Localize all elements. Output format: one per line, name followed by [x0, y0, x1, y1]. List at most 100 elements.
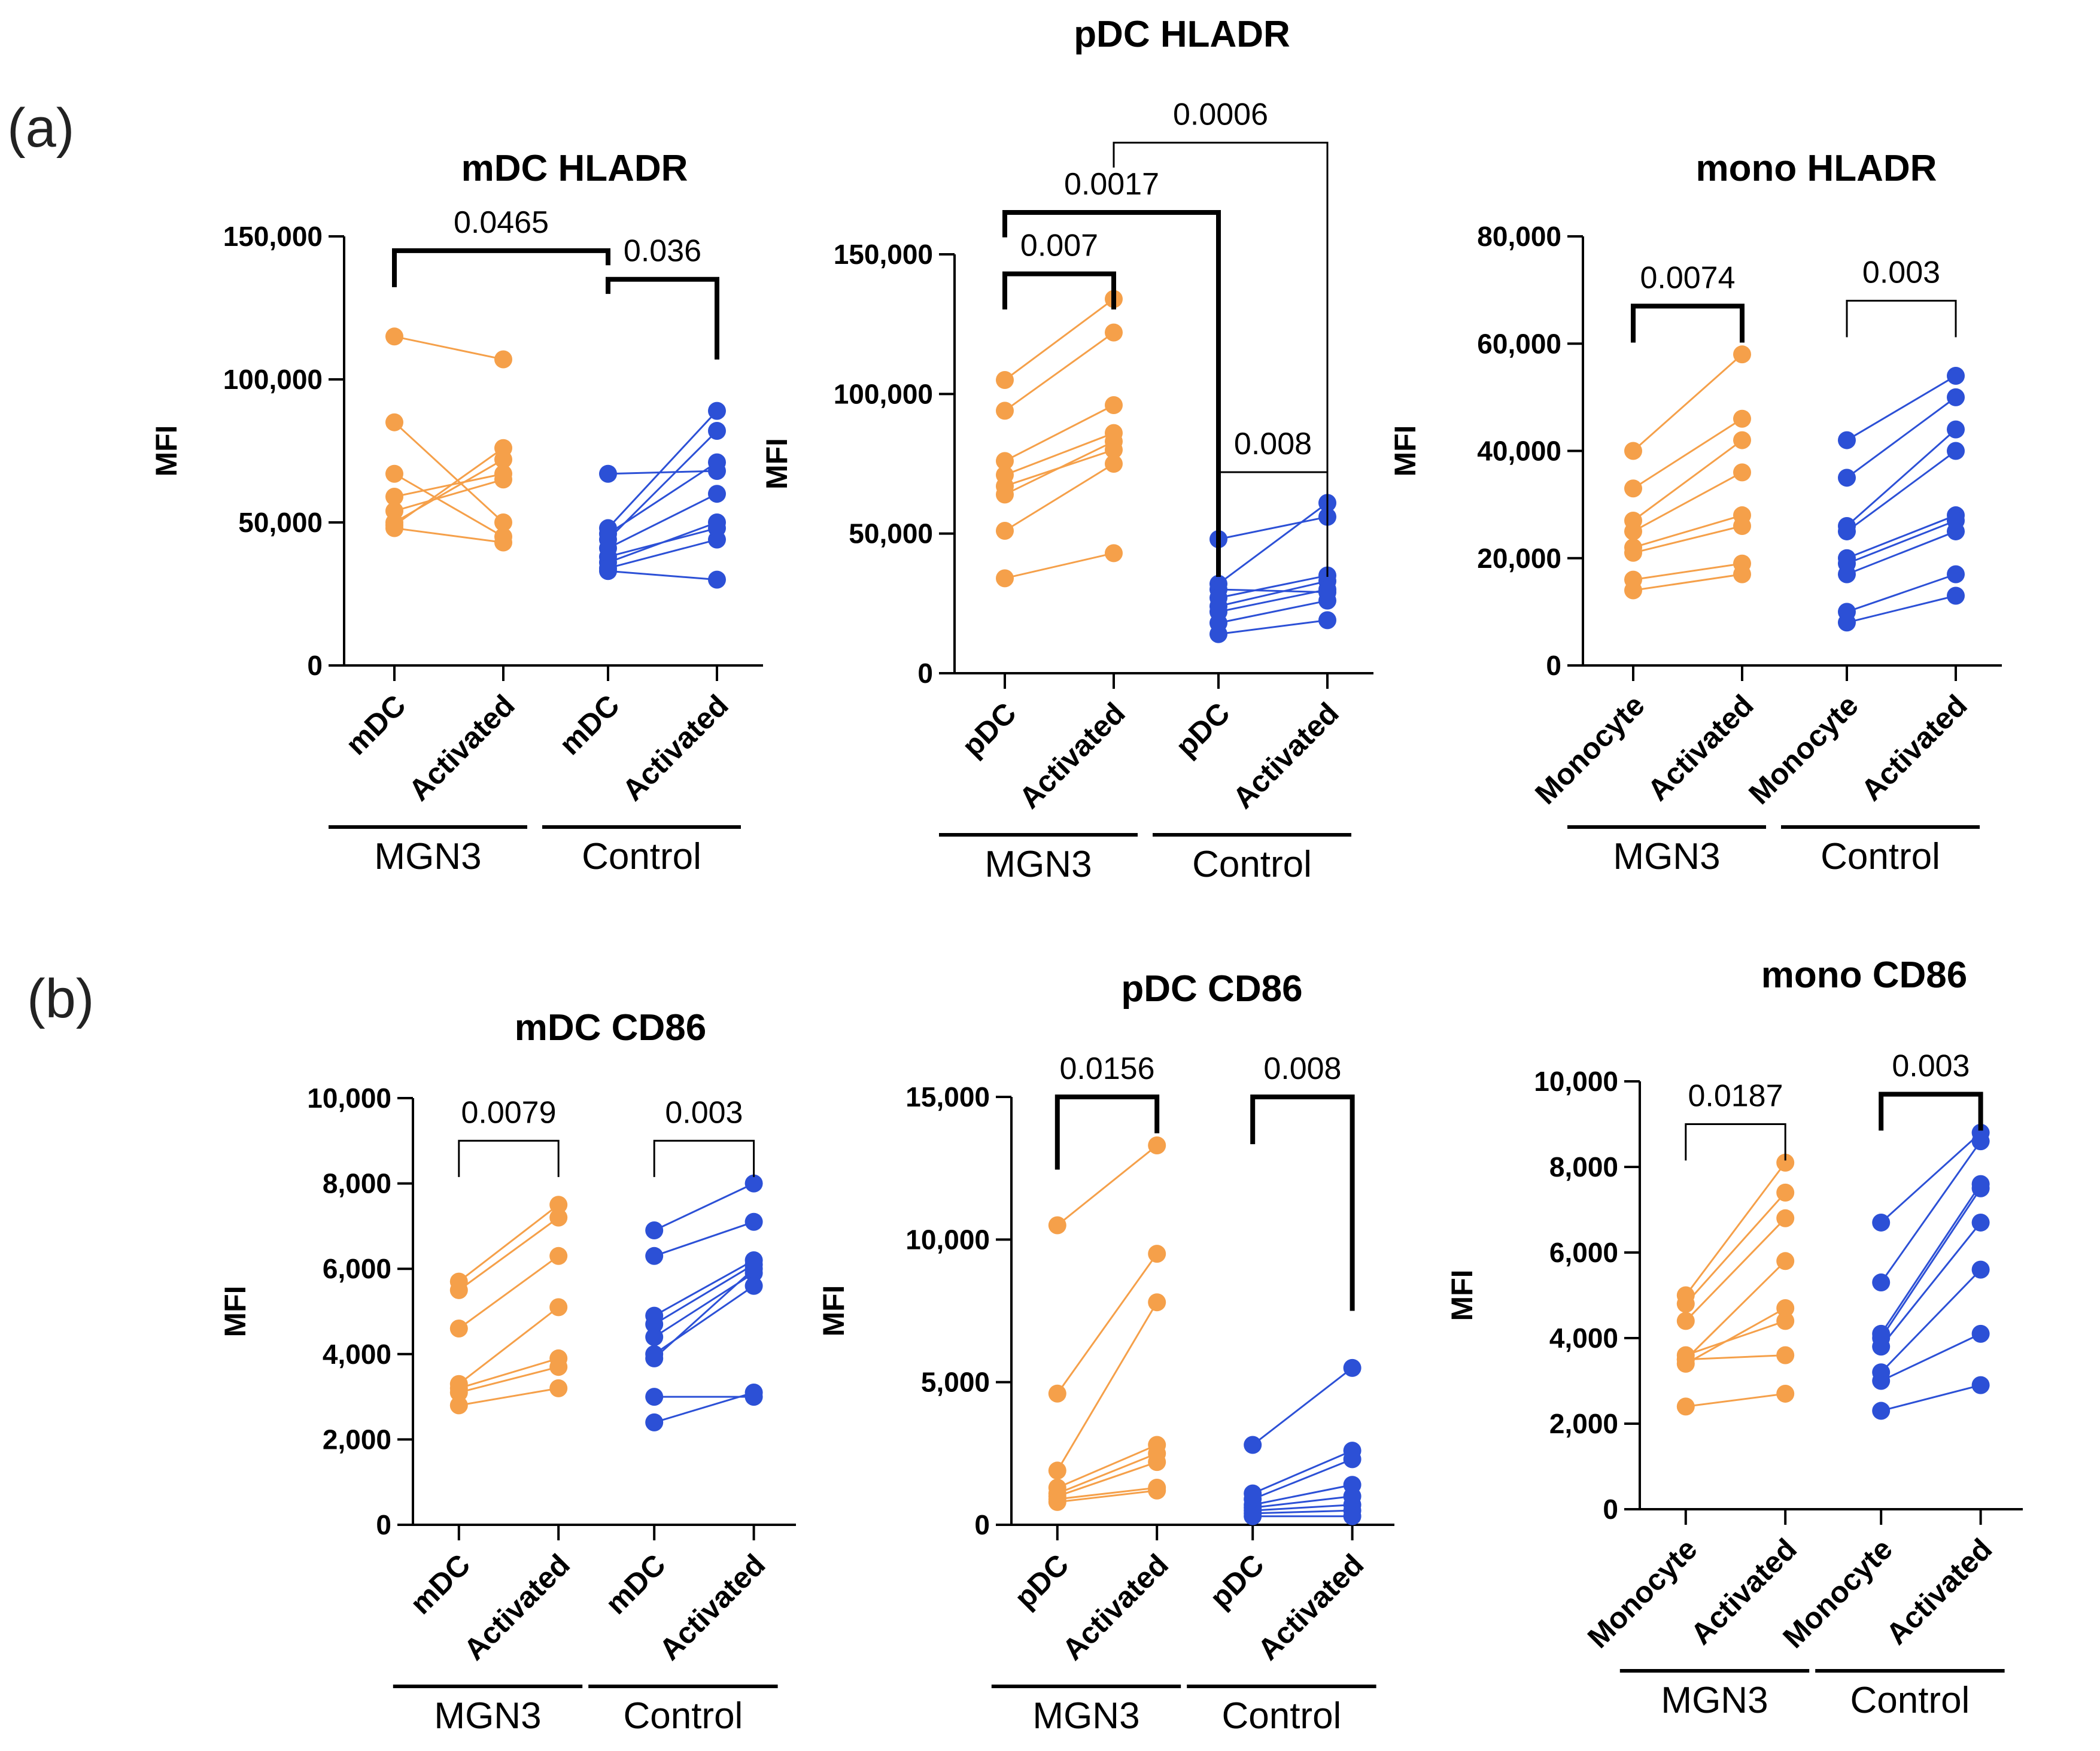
p-value-label: 0.0465 — [454, 205, 549, 240]
pair-line — [1846, 519, 1956, 565]
pair-line — [1218, 580, 1328, 607]
pair-line — [458, 1366, 559, 1394]
chart-mdc-cd86: mDC CD86 MFI 0 2,000 4,000 6,000 8,000 10,000 mD… — [218, 1007, 796, 1737]
group-label: MGN3 — [984, 844, 1092, 885]
pair-line — [1685, 1217, 1786, 1322]
pair-line — [607, 470, 718, 475]
data-point — [1624, 543, 1642, 562]
pair-line — [1004, 332, 1114, 412]
pair-line — [458, 1255, 560, 1330]
data-point — [1148, 1453, 1166, 1472]
p-value-label: 0.0079 — [461, 1095, 556, 1130]
data-point — [1872, 1372, 1891, 1390]
pair-line — [1057, 1444, 1157, 1489]
y-tick-label: 150,000 — [223, 221, 323, 252]
data-point — [1676, 1294, 1695, 1313]
data-point — [1244, 1507, 1262, 1525]
pair-line — [1633, 439, 1743, 522]
data-point — [1971, 1324, 1990, 1343]
data-point — [744, 1260, 763, 1278]
significance-bracket — [1054, 1095, 1160, 1170]
data-point — [1343, 1507, 1361, 1525]
data-point — [549, 1358, 568, 1376]
group-label: MGN3 — [374, 836, 481, 877]
pair-line — [1218, 600, 1328, 624]
significance-bracket — [1217, 471, 1329, 508]
pair-line — [1004, 463, 1114, 532]
chart-mono-cd86: mono CD86 MFI 0 2,000 4,000 6,000 8,000 10,000 M… — [1445, 954, 2023, 1721]
pair-line — [1685, 1307, 1786, 1365]
data-point — [449, 1383, 468, 1402]
data-point — [996, 371, 1014, 389]
group-label: Control — [1221, 1695, 1341, 1737]
pair-line — [607, 521, 718, 564]
y-axis-label: MFI — [150, 425, 183, 476]
y-tick-label: 4,000 — [323, 1339, 391, 1370]
pair-line — [1846, 396, 1956, 479]
y-tick-label: 20,000 — [1477, 543, 1561, 574]
group-label: MGN3 — [1613, 836, 1720, 877]
significance-bracket — [392, 248, 610, 287]
y-tick-label: 0 — [974, 1509, 990, 1540]
data-point — [1776, 1183, 1795, 1202]
y-tick-label: 8,000 — [1549, 1151, 1618, 1182]
data-point — [385, 327, 403, 346]
significance-bracket — [458, 1139, 560, 1177]
y-tick-label: 6,000 — [323, 1253, 391, 1284]
pair-line — [458, 1357, 559, 1390]
data-point — [1947, 420, 1965, 439]
y-axis-label: MFI — [760, 438, 794, 490]
data-point — [449, 1396, 468, 1415]
group-label: Control — [1192, 844, 1312, 885]
data-point — [494, 470, 512, 489]
pair-line — [607, 570, 718, 581]
y-tick-label: 0 — [917, 658, 933, 689]
data-point — [1733, 516, 1751, 535]
p-value-label: 0.0017 — [1064, 167, 1159, 202]
chart-mono-hladr: mono HLADR MFI 0 20,000 40,000 60,000 80,000 Mo… — [1388, 148, 2002, 877]
pair-line — [1685, 1260, 1786, 1360]
y-tick-label: 150,000 — [834, 239, 933, 270]
p-value-label: 0.008 — [1234, 427, 1312, 461]
group-label: MGN3 — [1661, 1680, 1768, 1721]
pair-line — [394, 527, 504, 543]
y-tick-label: 50,000 — [238, 507, 323, 538]
pair-line — [1253, 1504, 1353, 1512]
data-point — [1838, 469, 1856, 487]
y-tick-label: 5,000 — [921, 1367, 990, 1398]
x-category-label: Monocyte — [1528, 688, 1651, 811]
x-category-label: pDC — [1204, 1548, 1271, 1615]
pair-line — [1057, 1489, 1157, 1503]
data-point — [1838, 522, 1856, 540]
x-category-label: mDC — [403, 1548, 476, 1621]
p-value-label: 0.003 — [1862, 256, 1940, 290]
data-point — [645, 1315, 664, 1333]
pair-line — [1846, 530, 1956, 576]
data-point — [996, 569, 1014, 588]
chart-title: mono HLADR — [1696, 148, 1937, 189]
data-point — [645, 1221, 664, 1240]
pair-line — [394, 447, 504, 527]
p-value-label: 0.007 — [1020, 229, 1098, 263]
data-point — [385, 464, 403, 483]
x-category-label: Activated — [402, 688, 521, 807]
pair-line — [654, 1259, 755, 1317]
panel-label-b: (b) — [27, 968, 94, 1029]
y-tick-label: 100,000 — [223, 364, 323, 395]
pair-line — [1056, 1253, 1158, 1394]
pair-line — [458, 1204, 560, 1282]
x-category-label: mDC — [553, 688, 626, 761]
pair-line — [393, 421, 505, 524]
data-point — [1872, 1402, 1891, 1420]
y-tick-label: 60,000 — [1477, 328, 1561, 359]
data-point — [1733, 463, 1751, 482]
data-point — [1105, 323, 1123, 342]
data-point — [1105, 396, 1123, 414]
pair-line — [654, 1221, 755, 1257]
data-point — [996, 452, 1014, 470]
data-point — [1947, 586, 1965, 605]
data-point — [744, 1212, 763, 1231]
data-point — [1776, 1312, 1795, 1330]
data-point — [1733, 409, 1751, 428]
data-point — [1624, 522, 1642, 540]
